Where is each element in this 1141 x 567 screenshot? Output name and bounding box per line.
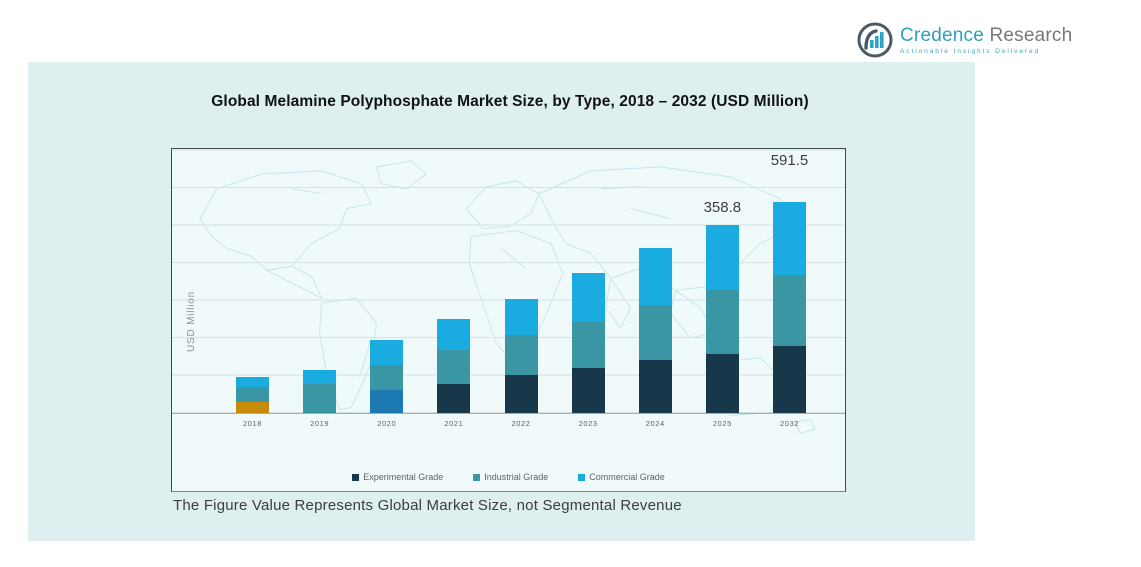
x-axis-line — [172, 413, 845, 414]
bar-2032 — [773, 202, 806, 413]
x-tick-label: 2020 — [377, 419, 397, 428]
bar-segment — [437, 384, 471, 413]
x-tick-label: 2025 — [712, 419, 732, 428]
y-axis-label: USD Million — [186, 290, 197, 352]
bar-segment — [504, 299, 538, 335]
bar-2020 — [370, 340, 404, 413]
bar-segment — [773, 275, 806, 346]
bar-segment — [638, 305, 672, 360]
chart-title: Global Melamine Polyphosphate Market Siz… — [211, 93, 809, 110]
legend-swatch-icon — [352, 473, 360, 481]
bar-segment — [370, 340, 404, 365]
bar-2023 — [571, 273, 605, 413]
bars-row — [236, 149, 806, 413]
bar-segment — [571, 273, 605, 322]
bar-segment — [571, 368, 605, 413]
bar-2018 — [236, 377, 269, 413]
x-tick-label: 2024 — [645, 419, 665, 428]
bar-segment — [705, 290, 739, 354]
bar-segment — [504, 375, 538, 413]
bar-segment — [236, 402, 269, 413]
legend-label: Commercial Grade — [589, 472, 665, 482]
logo-brand-primary: Credence — [900, 24, 984, 46]
x-tick-label: 2019 — [310, 419, 330, 428]
bar-2022 — [504, 299, 538, 413]
bar-2025 — [705, 225, 739, 413]
legend-label: Experimental Grade — [363, 472, 444, 482]
bar-segment — [705, 225, 739, 291]
x-tick-label: 2032 — [779, 419, 800, 428]
legend-item: Industrial Grade — [473, 472, 548, 482]
logo-text: Credence Research Actionable Insights De… — [900, 24, 1073, 55]
x-tick-label: 2018 — [242, 419, 263, 428]
bar-segment — [571, 322, 605, 368]
bar-segment — [303, 370, 337, 384]
bar-2021 — [437, 319, 471, 413]
bar-segment — [236, 387, 269, 402]
bar-2019 — [303, 370, 337, 413]
data-label-2025: 358.8 — [703, 199, 742, 217]
legend-label: Industrial Grade — [484, 472, 549, 482]
legend-swatch-icon — [473, 473, 481, 481]
bar-segment — [437, 319, 471, 350]
legend-swatch-icon — [578, 473, 586, 481]
bar-segment — [236, 377, 269, 387]
bar-segment — [504, 335, 538, 375]
logo-tagline: Actionable Insights Delivered — [900, 47, 1041, 55]
bar-segment — [773, 202, 806, 275]
footnote: The Figure Value Represents Global Marke… — [173, 497, 682, 514]
bar-chart-logo-icon — [857, 22, 893, 58]
credence-research-logo: Credence Research Actionable Insights De… — [856, 18, 1086, 62]
bar-segment — [638, 360, 672, 413]
logo-brand-secondary: Research — [989, 24, 1073, 46]
bar-segment — [773, 346, 806, 413]
x-tick-label: 2023 — [578, 419, 598, 428]
chart-plot-area: USD Million 2018 2019 2020 2021 2022 2023 2024… — [171, 148, 846, 492]
x-axis-labels: 2018 2019 2020 2021 2022 2023 2024 2025 2032 — [236, 419, 806, 428]
x-tick-label: 2022 — [511, 419, 531, 428]
bar-segment — [303, 384, 337, 413]
bar-segment — [638, 248, 672, 305]
legend-item: Experimental Grade — [352, 472, 443, 482]
data-label-2032: 591.5 — [770, 151, 809, 169]
x-tick-label: 2021 — [444, 419, 464, 428]
bar-segment — [370, 390, 404, 413]
bar-segment — [370, 365, 404, 390]
bar-2024 — [638, 248, 672, 413]
legend: Experimental Grade Industrial Grade Commer… — [172, 472, 845, 482]
bar-segment — [437, 350, 471, 384]
bar-segment — [705, 353, 739, 413]
legend-item: Commercial Grade — [578, 472, 665, 482]
